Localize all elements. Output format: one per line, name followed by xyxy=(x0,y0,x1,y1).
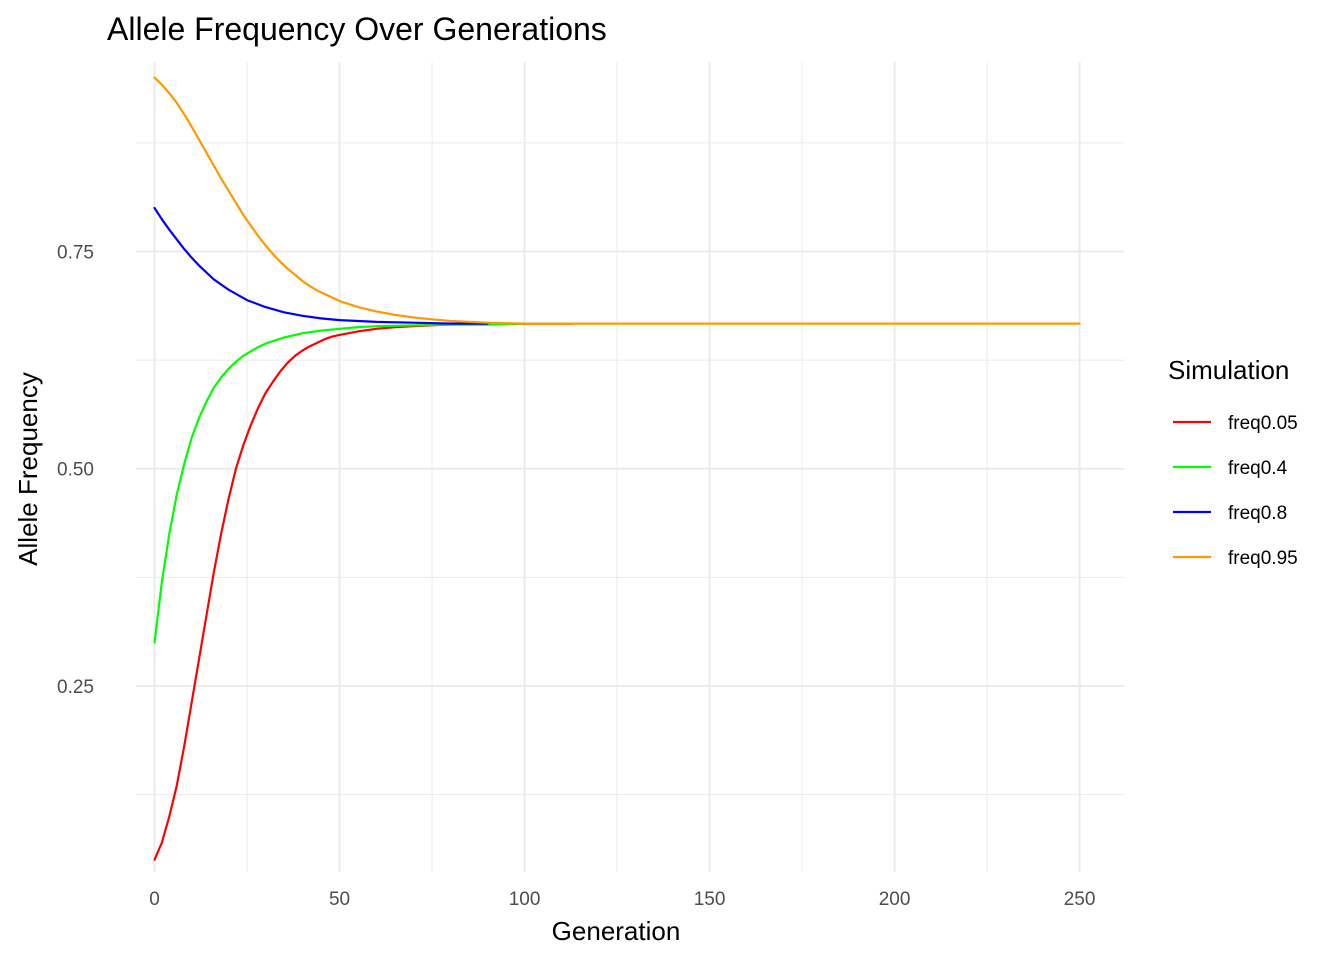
legend-label: freq0.05 xyxy=(1228,413,1298,434)
legend-label: freq0.4 xyxy=(1228,458,1288,479)
series-line-freq0-05 xyxy=(153,322,574,861)
x-tick-label: 150 xyxy=(694,889,726,910)
y-axis-ticks: 0.25 0.50 0.75 xyxy=(57,242,94,698)
grid xyxy=(136,62,1124,872)
x-tick-label: 50 xyxy=(329,889,350,910)
chart-title: Allele Frequency Over Generations xyxy=(107,11,607,47)
legend: Simulation freq0.05 freq0.4 freq0.8 freq0.9… xyxy=(1168,355,1298,569)
x-tick-label: 200 xyxy=(879,889,911,910)
series-line-freq0-95 xyxy=(153,76,1081,325)
series-line-freq0-8 xyxy=(153,206,489,325)
y-tick-label: 0.75 xyxy=(57,242,94,263)
x-tick-label: 100 xyxy=(509,889,541,910)
y-axis-title: Allele Frequency xyxy=(13,372,43,566)
series-line-freq0-4 xyxy=(153,322,526,644)
legend-label: freq0.95 xyxy=(1228,548,1298,569)
y-tick-label: 0.50 xyxy=(57,460,94,481)
series-lines xyxy=(153,76,1081,861)
x-axis-ticks: 0 50 100 150 200 250 xyxy=(149,889,1095,910)
x-tick-label: 0 xyxy=(149,889,160,910)
legend-title: Simulation xyxy=(1168,355,1289,385)
y-tick-label: 0.25 xyxy=(57,677,94,698)
x-axis-title: Generation xyxy=(552,916,681,946)
legend-label: freq0.8 xyxy=(1228,503,1287,524)
x-tick-label: 250 xyxy=(1064,889,1096,910)
